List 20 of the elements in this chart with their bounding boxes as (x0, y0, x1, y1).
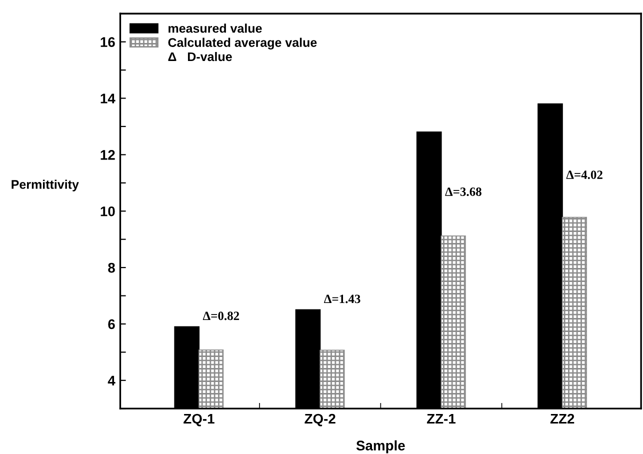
y-axis-title: Permittivity (12, 180, 79, 192)
y-tick-label: 10 (100, 206, 115, 216)
x-tick-label: ZQ-2 (304, 414, 336, 426)
annotation: Δ D-value (168, 52, 232, 62)
annotation: Δ=3.68 (445, 188, 482, 196)
y-tick-label: 16 (100, 37, 115, 47)
legend-label: Calculated average value (168, 38, 317, 50)
y-tick-label: 6 (108, 319, 115, 330)
y-tick-label: 12 (100, 150, 115, 160)
annotation: Δ=1.43 (324, 294, 360, 304)
annotation: Δ=0.82 (202, 312, 240, 320)
x-tick-label: ZZ-1 (426, 414, 456, 424)
annotation: Δ=4.02 (566, 170, 602, 180)
legend-label: measured value (168, 24, 262, 33)
x-axis-title: Sample (356, 440, 405, 454)
x-tick-label: ZZ2 (550, 414, 574, 424)
y-tick-label: 8 (108, 262, 115, 273)
x-tick-label: ZQ-1 (184, 414, 214, 426)
y-tick-label: 4 (108, 376, 116, 386)
y-tick-label: 14 (100, 94, 116, 104)
